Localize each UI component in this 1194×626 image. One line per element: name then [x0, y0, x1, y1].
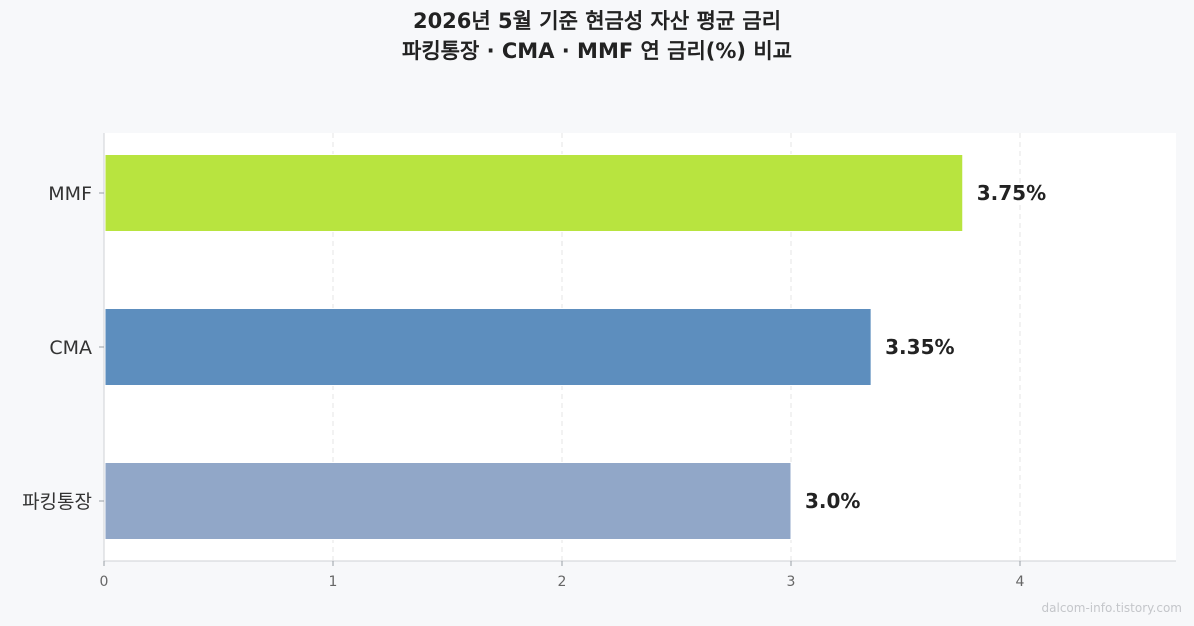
- bar-3: [104, 462, 792, 540]
- x-tick-label: 4: [1016, 574, 1025, 590]
- bar-2: [104, 308, 872, 386]
- chart-title-line-1: 2026년 5월 기준 현금성 자산 평균 금리: [412, 9, 782, 33]
- y-tick-label: 파킹통장: [22, 491, 92, 513]
- y-tick-label: CMA: [49, 337, 92, 359]
- x-tick-label: 0: [100, 574, 109, 590]
- chart-title-line-2: 파킹통장 · CMA · MMF 연 금리(%) 비교: [402, 39, 792, 63]
- bar-value-label: 3.75%: [977, 181, 1046, 205]
- chart-title: 2026년 5월 기준 현금성 자산 평균 금리 파킹통장 · CMA · MM…: [0, 6, 1194, 66]
- bar-value-label: 3.0%: [805, 489, 860, 513]
- watermark: dalcom-info.tistory.com: [1041, 601, 1182, 615]
- bar-value-label: 3.35%: [885, 335, 954, 359]
- x-tick-label: 3: [787, 574, 796, 590]
- x-tick-label: 1: [329, 574, 338, 590]
- y-tick-label: MMF: [48, 183, 92, 205]
- x-tick-label: 2: [558, 574, 567, 590]
- bar-1: [104, 154, 964, 232]
